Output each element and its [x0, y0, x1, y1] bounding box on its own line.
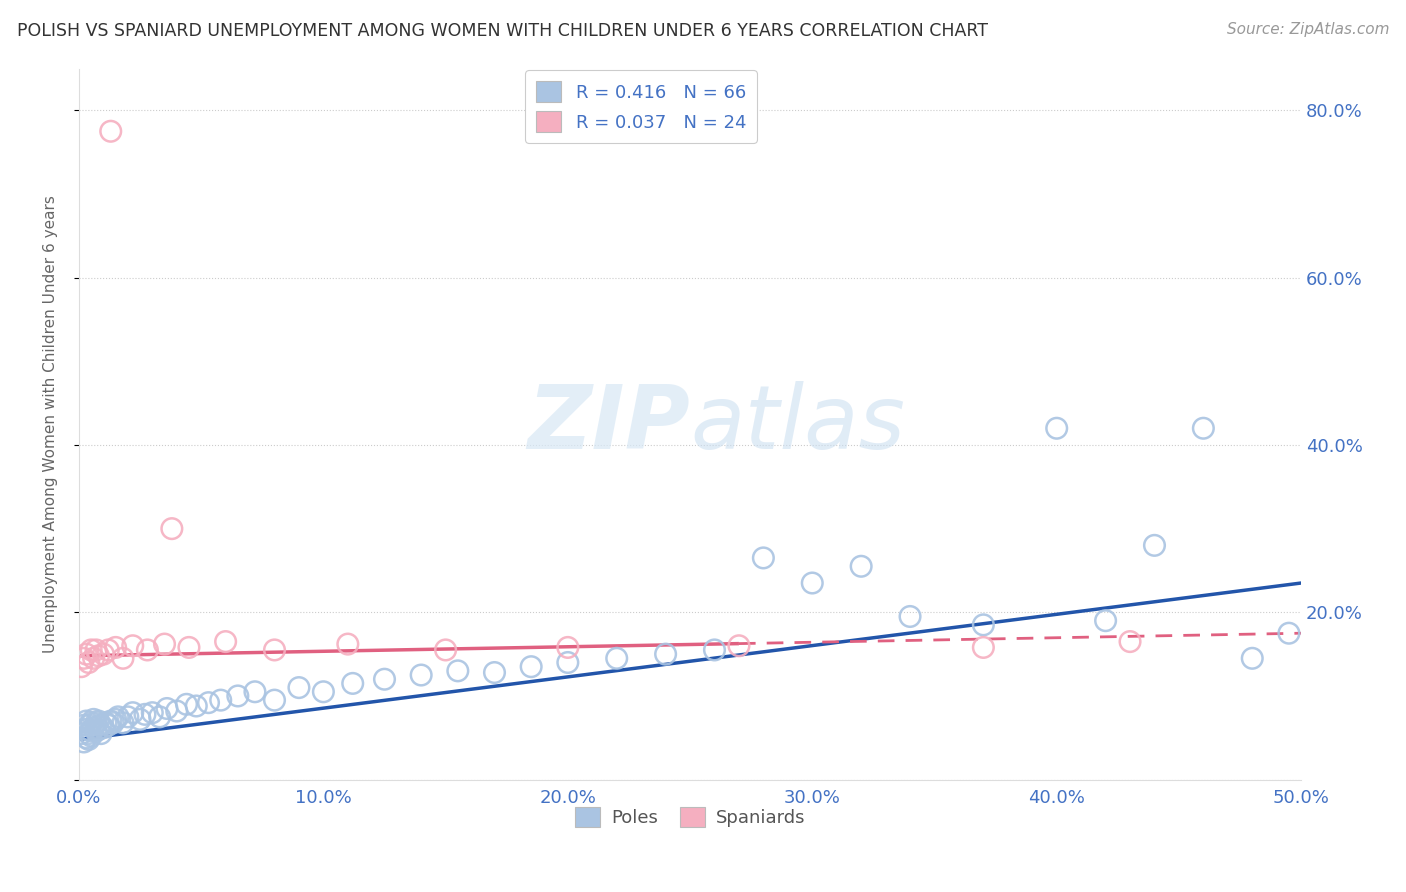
Point — [104, 712, 127, 726]
Point — [87, 723, 110, 737]
Point — [75, 723, 97, 737]
Point — [100, 714, 122, 728]
Point — [90, 726, 112, 740]
Point — [214, 634, 236, 648]
Point — [312, 685, 335, 699]
Point — [654, 647, 676, 661]
Point — [111, 715, 134, 730]
Point — [606, 651, 628, 665]
Point — [141, 706, 163, 720]
Point — [1278, 626, 1301, 640]
Y-axis label: Unemployment Among Women with Children Under 6 years: Unemployment Among Women with Children U… — [44, 195, 58, 653]
Point — [288, 681, 311, 695]
Point — [484, 665, 506, 680]
Point — [153, 637, 176, 651]
Text: POLISH VS SPANIARD UNEMPLOYMENT AMONG WOMEN WITH CHILDREN UNDER 6 YEARS CORRELAT: POLISH VS SPANIARD UNEMPLOYMENT AMONG WO… — [17, 22, 988, 40]
Point — [520, 659, 543, 673]
Point — [447, 664, 470, 678]
Point — [90, 718, 112, 732]
Point — [121, 639, 143, 653]
Point — [75, 731, 97, 745]
Point — [263, 643, 285, 657]
Point — [87, 648, 110, 663]
Point — [75, 647, 97, 661]
Point — [84, 724, 107, 739]
Point — [411, 668, 433, 682]
Point — [134, 707, 156, 722]
Point — [136, 643, 159, 657]
Point — [77, 726, 100, 740]
Point — [149, 710, 172, 724]
Point — [111, 651, 134, 665]
Point — [101, 715, 124, 730]
Point — [97, 718, 120, 732]
Point — [77, 732, 100, 747]
Point — [100, 124, 122, 138]
Point — [849, 559, 872, 574]
Point — [93, 721, 115, 735]
Point — [1119, 634, 1142, 648]
Point — [83, 721, 105, 735]
Point — [77, 656, 100, 670]
Point — [176, 698, 198, 712]
Point — [84, 715, 107, 730]
Point — [129, 712, 152, 726]
Point — [160, 522, 183, 536]
Point — [73, 651, 96, 665]
Text: atlas: atlas — [690, 381, 905, 467]
Point — [121, 706, 143, 720]
Point — [972, 640, 994, 655]
Point — [107, 710, 129, 724]
Point — [117, 710, 139, 724]
Point — [70, 726, 93, 740]
Point — [80, 715, 103, 730]
Point — [93, 647, 115, 661]
Point — [186, 698, 208, 713]
Point — [898, 609, 921, 624]
Point — [97, 643, 120, 657]
Text: ZIP: ZIP — [527, 381, 690, 467]
Point — [83, 651, 105, 665]
Point — [75, 714, 97, 728]
Point — [73, 735, 96, 749]
Point — [1094, 614, 1116, 628]
Point — [84, 643, 107, 657]
Point — [243, 685, 266, 699]
Point — [80, 729, 103, 743]
Point — [226, 689, 249, 703]
Point — [801, 576, 824, 591]
Point — [94, 715, 117, 730]
Point — [104, 640, 127, 655]
Text: Source: ZipAtlas.com: Source: ZipAtlas.com — [1226, 22, 1389, 37]
Point — [752, 550, 775, 565]
Point — [70, 659, 93, 673]
Point — [209, 693, 232, 707]
Point — [1143, 538, 1166, 552]
Point — [434, 643, 457, 657]
Legend: Poles, Spaniards: Poles, Spaniards — [568, 799, 813, 835]
Point — [342, 676, 364, 690]
Point — [83, 712, 105, 726]
Point — [197, 696, 219, 710]
Point — [263, 693, 285, 707]
Point — [557, 656, 579, 670]
Point — [703, 643, 725, 657]
Point — [728, 639, 751, 653]
Point — [80, 724, 103, 739]
Point — [156, 701, 179, 715]
Point — [972, 617, 994, 632]
Point — [1241, 651, 1264, 665]
Point — [77, 718, 100, 732]
Point — [1192, 421, 1215, 435]
Point — [177, 640, 200, 655]
Point — [73, 718, 96, 732]
Point — [336, 637, 359, 651]
Point — [1046, 421, 1069, 435]
Point — [166, 704, 188, 718]
Point — [557, 640, 579, 655]
Point — [87, 714, 110, 728]
Point — [373, 672, 395, 686]
Point — [80, 643, 103, 657]
